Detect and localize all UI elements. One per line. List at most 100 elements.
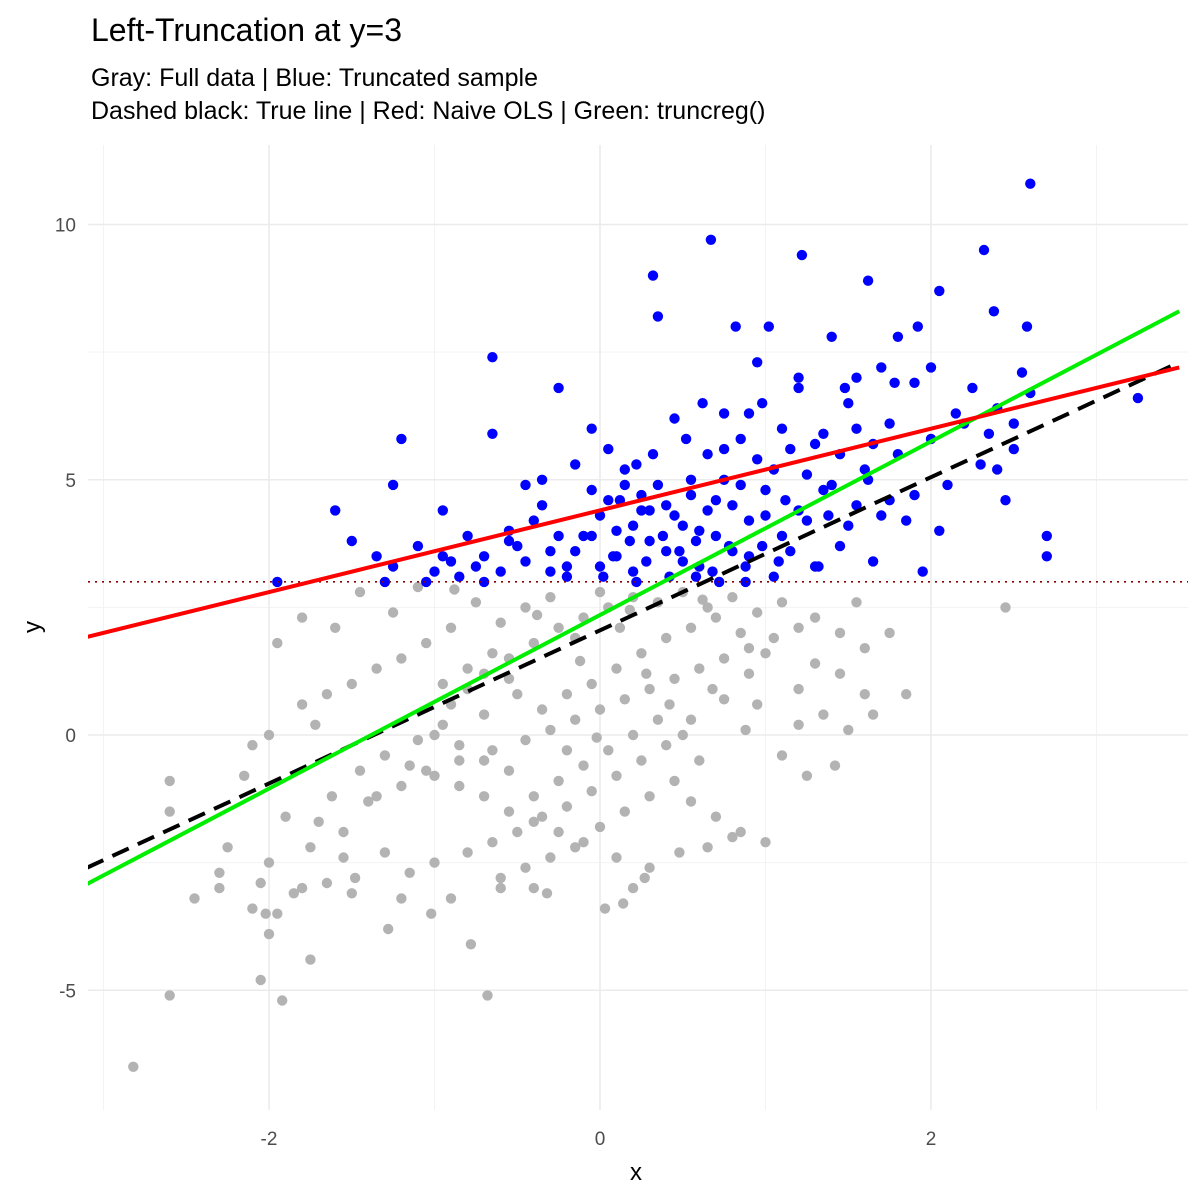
truncated-point [862,275,874,286]
truncated-point [611,525,622,536]
truncated-sample-points [272,178,1144,588]
full-data-point [740,724,751,736]
full-data-point [594,704,606,715]
truncated-point [760,510,771,521]
truncated-point [826,479,837,491]
full-data-point [545,592,556,603]
truncreg-line [88,309,1181,886]
full-data-point [520,862,531,873]
full-data-point [214,867,225,878]
full-data-point [586,678,597,690]
full-data-point [743,643,755,654]
full-data-point [487,745,498,756]
full-data-point [305,954,316,965]
chart-title: Left-Truncation at y=3 [91,12,402,48]
full-data-point [310,719,321,730]
full-data-point [594,586,606,598]
full-data-point [644,791,655,802]
full-data-point [222,842,233,853]
truncated-point [740,576,751,588]
full-data-point [636,755,647,766]
full-data-point [445,622,457,633]
truncated-point [818,428,829,439]
full-data-point [702,602,713,613]
truncated-point [702,505,713,516]
full-data-point [260,908,271,919]
full-data-point [624,604,635,616]
truncated-point [743,515,755,526]
truncated-point [884,418,895,429]
truncated-point [843,398,854,409]
truncated-point [631,576,642,588]
full-data-point [702,842,713,853]
grid [88,145,1188,1110]
full-data-point [296,699,308,710]
truncated-point [785,546,796,557]
full-data-point [272,637,283,649]
full-data-point [263,857,275,868]
full-data-point [437,719,448,730]
full-data-point [614,622,626,633]
truncated-point [520,479,531,491]
truncated-point [925,362,937,373]
full-data-point [611,852,622,863]
truncated-point [680,433,692,445]
truncated-point [793,372,804,383]
full-data-point [512,826,523,838]
truncated-point [776,423,788,434]
x-axis-title: x [630,1159,642,1186]
full-data-point [396,780,407,792]
full-data-point [545,724,556,736]
full-data-point [661,740,672,751]
truncated-point [495,566,506,577]
full-data-point [512,689,523,700]
truncated-point [892,331,904,342]
full-data-point [652,714,664,725]
full-data-point [641,668,652,679]
full-data-point [644,683,655,695]
full-data-point [611,770,622,781]
truncated-point [780,495,791,506]
truncated-point [839,382,851,394]
truncated-point [570,546,581,557]
full-data-point [363,796,374,807]
truncated-point [912,321,923,332]
full-data-point [412,581,424,593]
full-data-point [760,648,771,659]
full-data-point [478,709,490,720]
truncated-point [487,428,498,439]
truncated-point [437,505,448,516]
full-data-point [280,811,291,822]
truncated-point [917,566,928,577]
full-data-point [536,811,548,822]
full-data-point [619,806,630,817]
full-data-point [330,622,341,633]
truncated-point [834,540,846,552]
full-data-point [503,765,515,776]
full-data-point [520,602,531,613]
full-data-point [541,888,553,899]
full-data-point [669,673,680,684]
full-data-point [768,632,779,644]
full-data-point [462,663,473,674]
truncated-point [528,515,539,526]
truncated-point [851,372,862,383]
truncated-point [801,515,813,526]
full-data-point [859,643,870,654]
full-data-point [591,732,602,743]
truncated-point [796,249,808,261]
full-data-point [379,847,391,858]
truncated-point [710,530,722,542]
truncated-point [992,464,1003,475]
full-data-point [627,882,639,894]
full-data-point [503,806,515,817]
full-data-point [851,597,862,608]
full-data-point [528,816,539,827]
truncated-point [1008,443,1019,455]
truncated-point [379,576,391,588]
full-data-point [694,663,705,674]
truncated-point [718,443,730,455]
truncated-point [652,311,664,322]
full-data-point [445,893,457,904]
truncated-point [727,500,738,511]
